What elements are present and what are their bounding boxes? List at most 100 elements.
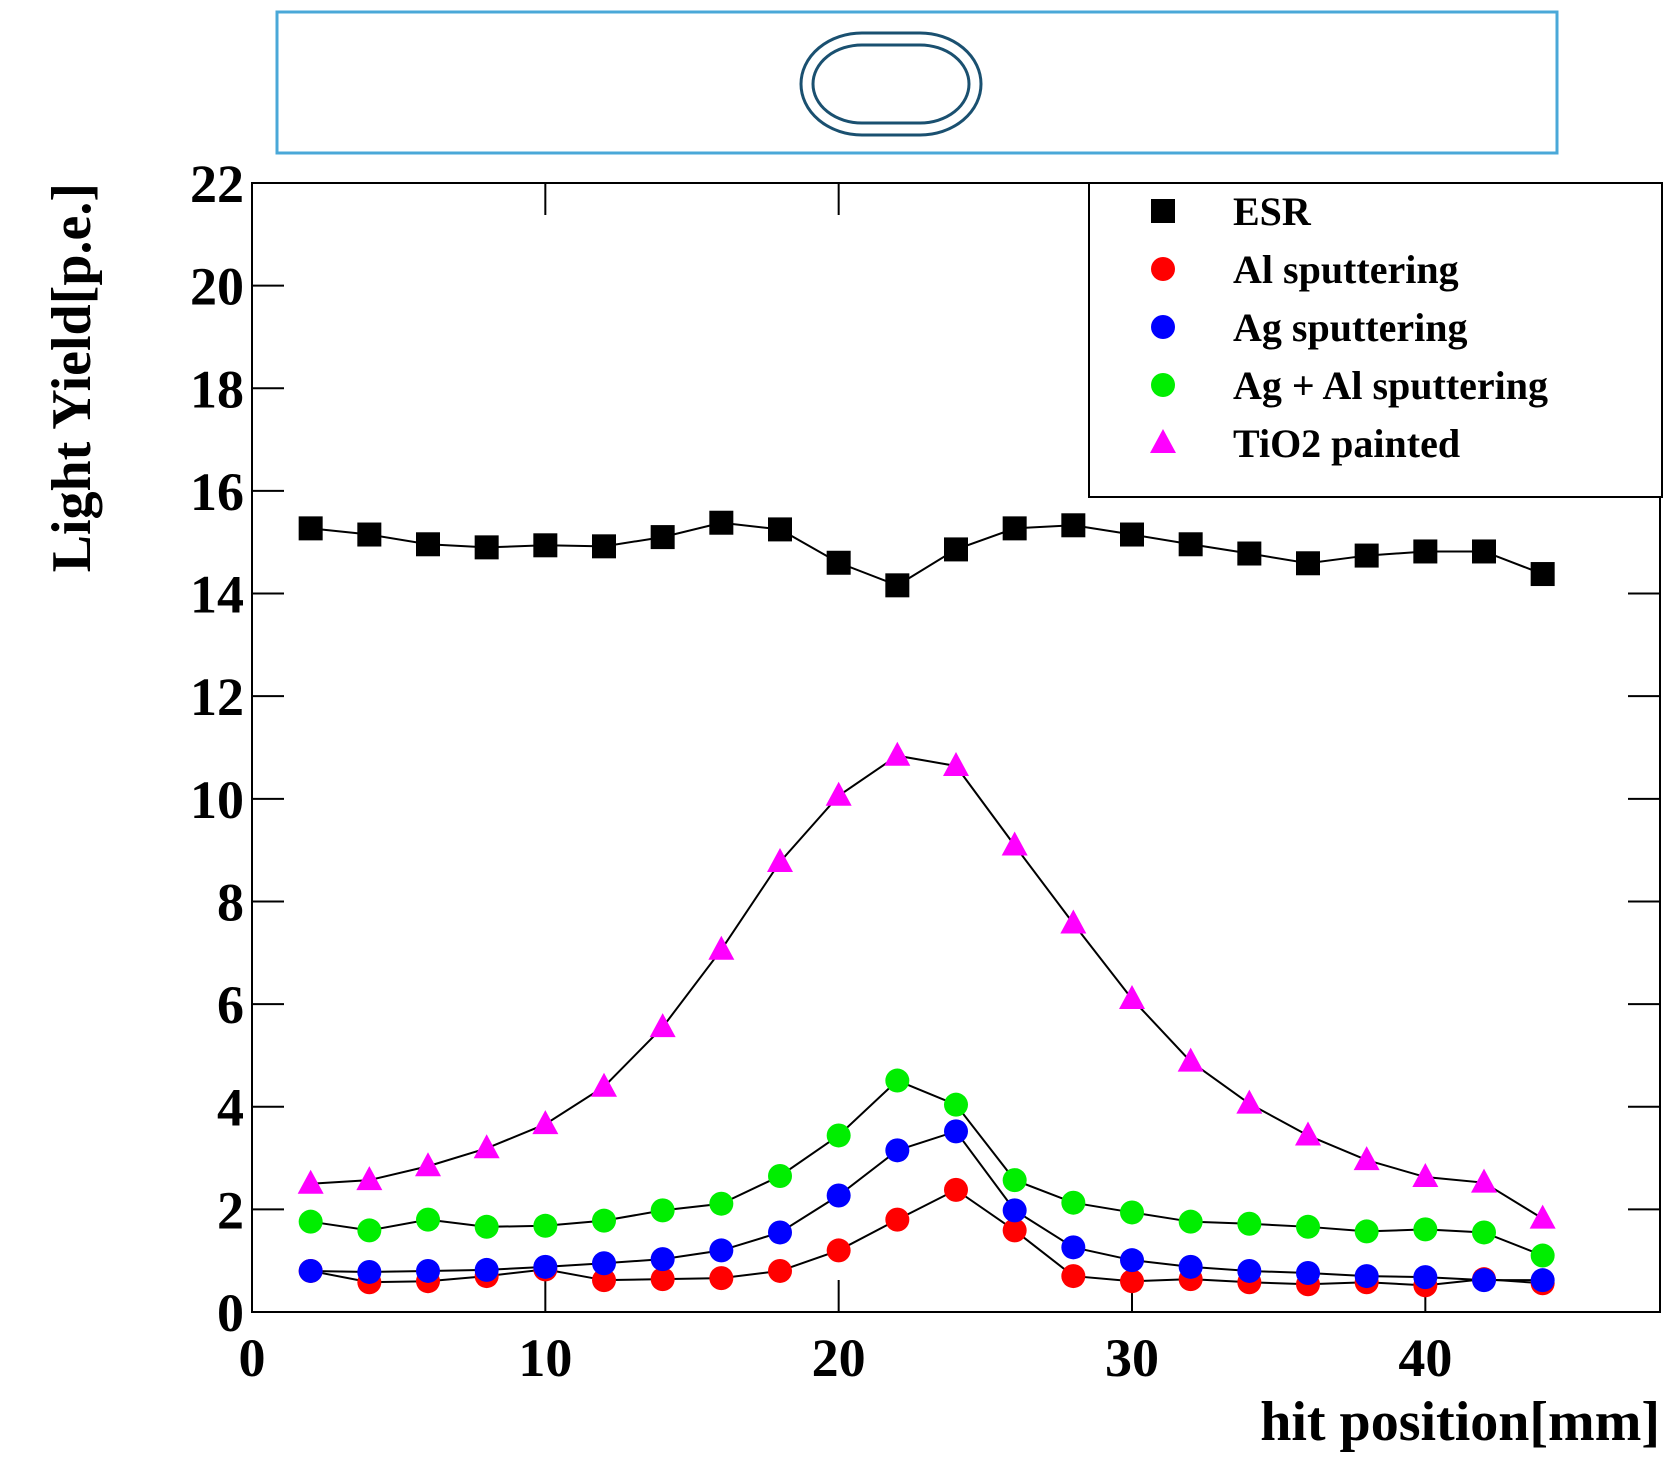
- y-tick-label: 18: [190, 359, 244, 419]
- marker: [826, 550, 851, 575]
- y-axis-label: Light Yield[p.e.]: [41, 183, 103, 572]
- marker: [944, 1177, 968, 1202]
- marker: [884, 741, 911, 766]
- series-line: [310, 521, 1544, 587]
- marker: [1061, 513, 1086, 538]
- marker: [1002, 1168, 1027, 1193]
- marker: [1237, 1258, 1262, 1283]
- marker: [533, 533, 558, 558]
- marker: [357, 1259, 382, 1284]
- marker: [356, 1166, 383, 1191]
- legend-label: TiO2 painted: [1233, 421, 1460, 466]
- marker: [1237, 541, 1262, 566]
- x-tick-label: 20: [812, 1328, 866, 1388]
- marker: [474, 1214, 499, 1239]
- marker: [826, 1183, 851, 1208]
- marker: [1120, 1248, 1144, 1273]
- marker: [1530, 1268, 1555, 1293]
- marker: [1413, 1265, 1438, 1290]
- marker: [1061, 1190, 1086, 1215]
- x-tick-label: 30: [1105, 1328, 1159, 1388]
- y-tick-label: 20: [190, 257, 244, 317]
- y-tick-label: 12: [190, 667, 244, 727]
- marker: [592, 1268, 616, 1293]
- marker: [649, 1013, 676, 1038]
- marker: [1413, 539, 1438, 564]
- marker: [768, 1164, 792, 1189]
- marker: [357, 1218, 382, 1243]
- legend-frame: [1088, 182, 1663, 498]
- marker: [591, 1072, 617, 1097]
- y-tick-label: 2: [217, 1180, 244, 1240]
- marker: [474, 535, 499, 560]
- y-tick-label: 10: [190, 770, 244, 830]
- top-diagram: [275, 10, 1559, 155]
- marker: [944, 1092, 968, 1117]
- marker: [1178, 1254, 1203, 1279]
- series-line: [310, 754, 1544, 1220]
- marker: [1061, 1235, 1086, 1260]
- marker: [650, 525, 675, 550]
- marker: [885, 1207, 910, 1232]
- marker: [709, 1238, 734, 1263]
- marker: [1120, 1200, 1144, 1225]
- marker: [709, 1191, 734, 1216]
- marker: [1061, 1264, 1086, 1289]
- marker: [416, 1207, 440, 1232]
- y-tick-label: 6: [217, 975, 244, 1035]
- marker: [474, 1257, 499, 1282]
- series-line: [310, 1130, 1543, 1282]
- marker: [1413, 1217, 1438, 1242]
- marker: [768, 517, 792, 542]
- marker: [357, 522, 382, 547]
- marker: [1412, 1163, 1439, 1188]
- x-tick-label: 10: [518, 1328, 572, 1388]
- marker: [1060, 909, 1087, 934]
- marker: [1472, 1268, 1496, 1293]
- legend-label: Al sputtering: [1233, 247, 1459, 292]
- marker: [650, 1247, 675, 1272]
- marker: [1120, 1269, 1144, 1294]
- marker: [298, 1209, 323, 1234]
- marker: [1237, 1211, 1262, 1236]
- marker: [1472, 1220, 1496, 1245]
- series-line: [310, 1079, 1544, 1257]
- marker: [532, 1110, 559, 1135]
- marker: [1178, 532, 1203, 557]
- diagram-inner-ring: [811, 43, 971, 125]
- marker: [944, 1119, 968, 1144]
- marker: [1151, 199, 1175, 223]
- diagram-outer-ring: [799, 31, 983, 137]
- marker: [943, 751, 969, 776]
- marker: [768, 1220, 792, 1245]
- marker: [416, 1258, 440, 1283]
- marker: [1296, 1260, 1320, 1285]
- marker: [1530, 562, 1555, 587]
- marker: [1151, 315, 1175, 339]
- marker: [298, 516, 323, 541]
- marker: [1354, 1219, 1379, 1244]
- y-tick-label: 22: [190, 154, 244, 214]
- marker: [592, 1208, 616, 1233]
- marker: [1529, 1204, 1556, 1229]
- marker: [1530, 1243, 1555, 1268]
- legend-label: ESR: [1233, 189, 1312, 234]
- marker: [1178, 1209, 1203, 1234]
- marker: [1002, 1198, 1027, 1223]
- marker: [885, 1068, 910, 1093]
- marker: [1002, 1218, 1027, 1243]
- marker: [1354, 1264, 1379, 1289]
- marker: [825, 781, 852, 806]
- marker: [650, 1267, 675, 1292]
- marker: [768, 1258, 792, 1283]
- marker: [592, 534, 616, 559]
- x-tick-label: 40: [1398, 1328, 1452, 1388]
- marker: [1150, 429, 1176, 453]
- diagram-frame: [275, 10, 1559, 155]
- marker: [473, 1134, 500, 1159]
- y-tick-label: 4: [217, 1078, 244, 1138]
- marker: [1177, 1047, 1204, 1072]
- marker: [298, 1258, 323, 1283]
- marker: [1472, 539, 1496, 564]
